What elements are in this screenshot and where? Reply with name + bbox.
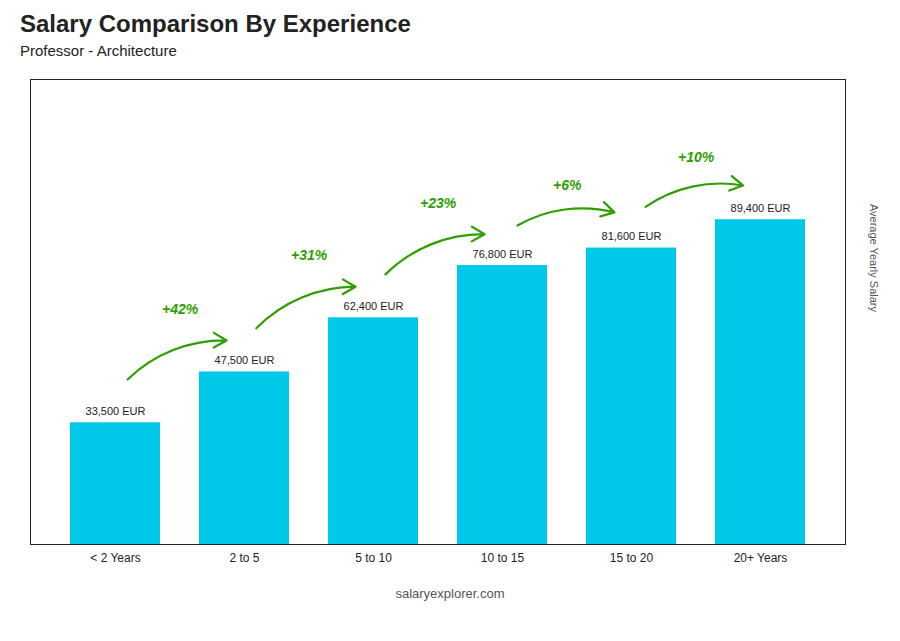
svg-text:2 to 5: 2 to 5	[229, 551, 259, 565]
svg-text:+10%: +10%	[678, 149, 715, 165]
svg-text:5 to 10: 5 to 10	[355, 551, 392, 565]
svg-text:89,400 EUR: 89,400 EUR	[731, 202, 791, 214]
html-text:Professor - Architecture: Professor - Architecture	[20, 42, 177, 59]
svg-text:+23%: +23%	[420, 195, 457, 211]
svg-text:81,600 EUR: 81,600 EUR	[602, 230, 662, 242]
svg-text:20+ Years: 20+ Years	[734, 551, 788, 565]
svg-text:10 to 15: 10 to 15	[481, 551, 525, 565]
svg-text:< 2 Years: < 2 Years	[90, 551, 140, 565]
svg-text:+6%: +6%	[553, 177, 582, 193]
svg-text:15 to 20: 15 to 20	[610, 551, 654, 565]
html-text:Salary Comparison By Experienc: Salary Comparison By Experience	[20, 10, 411, 37]
svg-text:76,800 EUR: 76,800 EUR	[473, 248, 533, 260]
svg-text:Average Yearly Salary: Average Yearly Salary	[868, 204, 880, 313]
svg-text:47,500 EUR: 47,500 EUR	[215, 354, 275, 366]
svg-text:62,400 EUR: 62,400 EUR	[344, 300, 404, 312]
svg-text:+42%: +42%	[162, 301, 199, 317]
svg-text:33,500 EUR: 33,500 EUR	[86, 405, 146, 417]
html-text:salaryexplorer.com: salaryexplorer.com	[395, 586, 505, 601]
svg-text:+31%: +31%	[291, 247, 328, 263]
